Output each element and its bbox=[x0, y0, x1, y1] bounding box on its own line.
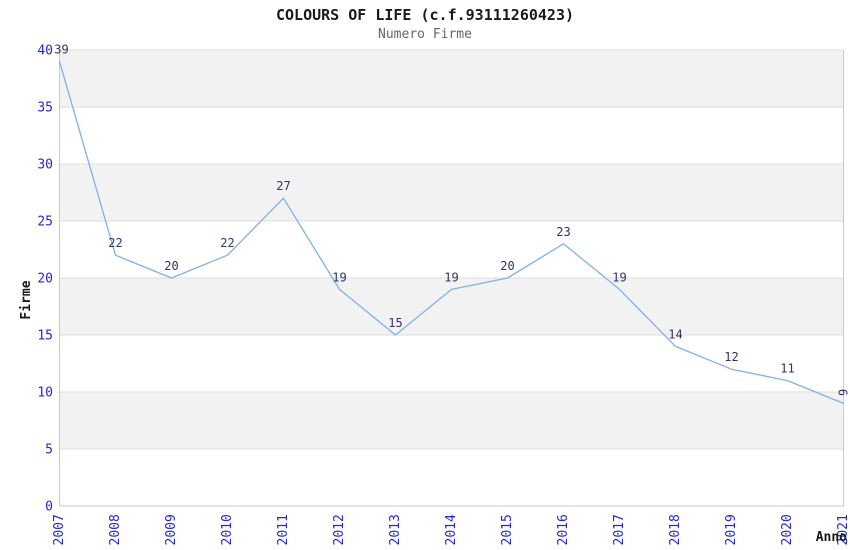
point-label: 39 bbox=[54, 42, 68, 56]
y-axis-title: Firme bbox=[19, 280, 34, 320]
x-tick-label: 2011 bbox=[276, 514, 291, 545]
x-tick-label: 2018 bbox=[668, 514, 683, 545]
x-tick-label: 2016 bbox=[556, 514, 571, 545]
chart-subtitle: Numero Firme bbox=[378, 27, 472, 42]
x-tick-label: 2008 bbox=[108, 514, 123, 545]
plot-band bbox=[59, 164, 844, 221]
point-label: 20 bbox=[500, 259, 514, 273]
y-tick-label: 30 bbox=[37, 158, 53, 173]
point-label: 9 bbox=[837, 389, 850, 396]
y-tick-label: 0 bbox=[45, 500, 53, 515]
y-tick-label: 20 bbox=[37, 272, 53, 287]
point-label: 19 bbox=[612, 270, 626, 284]
x-tick-label: 2010 bbox=[220, 514, 235, 545]
x-tick-label: 2019 bbox=[724, 514, 739, 545]
x-axis-title: Anno bbox=[815, 530, 847, 545]
y-tick-label: 35 bbox=[37, 101, 53, 116]
y-tick-label: 15 bbox=[37, 329, 53, 344]
x-tick-label: 2014 bbox=[444, 514, 459, 545]
plot-band bbox=[59, 278, 844, 335]
y-tick-label: 10 bbox=[37, 386, 53, 401]
plot-band bbox=[59, 50, 844, 107]
x-tick-label: 2012 bbox=[332, 514, 347, 545]
point-label: 12 bbox=[724, 350, 738, 364]
x-tick-label: 2021 bbox=[836, 514, 850, 545]
y-tick-label: 25 bbox=[37, 215, 53, 230]
point-label: 14 bbox=[668, 327, 682, 341]
point-label: 11 bbox=[780, 362, 794, 376]
plot-band bbox=[59, 392, 844, 449]
point-label: 22 bbox=[220, 236, 234, 250]
point-label: 27 bbox=[276, 179, 290, 193]
x-tick-label: 2013 bbox=[388, 514, 403, 545]
x-tick-label: 2015 bbox=[500, 514, 515, 545]
x-tick-label: 2020 bbox=[780, 514, 795, 545]
x-tick-label: 2007 bbox=[52, 514, 67, 545]
point-label: 15 bbox=[388, 316, 402, 330]
chart-title: COLOURS OF LIFE (c.f.93111260423) bbox=[275, 6, 574, 24]
y-tick-label: 5 bbox=[45, 443, 53, 458]
point-label: 23 bbox=[556, 225, 570, 239]
point-label: 19 bbox=[332, 270, 346, 284]
point-label: 19 bbox=[444, 270, 458, 284]
x-tick-label: 2017 bbox=[612, 514, 627, 545]
point-label: 20 bbox=[164, 259, 178, 273]
y-tick-label: 40 bbox=[37, 44, 53, 59]
point-label: 22 bbox=[108, 236, 122, 250]
series-line bbox=[58, 61, 844, 405]
x-tick-label: 2009 bbox=[164, 514, 179, 545]
